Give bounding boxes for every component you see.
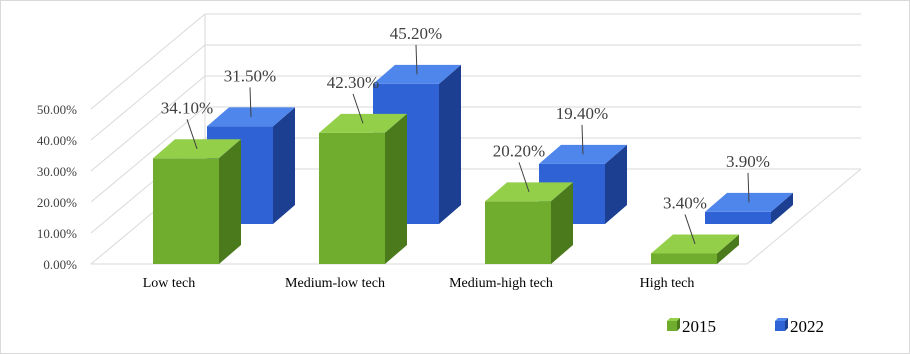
x-category-label: Medium-high tech bbox=[449, 276, 553, 291]
data-label-2015-leader bbox=[518, 162, 530, 193]
y-tick-label: 10.00% bbox=[37, 226, 77, 241]
bar-front bbox=[651, 253, 717, 264]
y-tick-label: 20.00% bbox=[37, 195, 77, 210]
data-label-2022: 3.90% bbox=[726, 152, 770, 171]
x-category-label: Low tech bbox=[143, 276, 195, 291]
data-label-2022-leader bbox=[747, 172, 750, 203]
data-label-2022-leader bbox=[415, 44, 418, 75]
data-label-2015: 3.40% bbox=[663, 193, 707, 212]
bar-side bbox=[385, 113, 407, 265]
gridline bbox=[90, 44, 861, 141]
x-category-label: Medium-low tech bbox=[285, 276, 385, 291]
legend-label: 2015 bbox=[682, 317, 716, 336]
y-tick-label: 40.00% bbox=[37, 133, 77, 148]
bar-side bbox=[439, 64, 461, 224]
bar-2015 bbox=[651, 234, 739, 264]
legend-swatch-side bbox=[677, 318, 680, 331]
bar-2015 bbox=[485, 182, 573, 264]
bar-2015 bbox=[153, 139, 241, 264]
bar-side bbox=[551, 182, 573, 264]
data-label-2015-leader bbox=[186, 119, 198, 149]
y-tick-label: 0.00% bbox=[43, 257, 77, 272]
bar-side bbox=[771, 192, 793, 224]
bar-front bbox=[485, 201, 551, 264]
data-label-2015: 42.30% bbox=[327, 73, 379, 92]
data-label-2015-leader bbox=[684, 214, 696, 245]
bar-side bbox=[219, 139, 241, 264]
data-label-2015-leader bbox=[352, 93, 364, 124]
data-label-2022: 31.50% bbox=[224, 66, 276, 85]
bar-front bbox=[153, 158, 219, 264]
y-tick-label: 30.00% bbox=[37, 164, 77, 179]
y-tick-label: 50.00% bbox=[37, 102, 77, 117]
legend-swatch-top bbox=[775, 318, 788, 321]
bar-side bbox=[273, 107, 295, 224]
bar-top bbox=[373, 64, 461, 84]
data-label-2022-leader bbox=[581, 124, 584, 155]
bar-2015 bbox=[319, 113, 407, 265]
legend-swatch-side bbox=[785, 318, 788, 331]
legend-swatch bbox=[775, 321, 785, 331]
bar-side bbox=[605, 144, 627, 224]
legend-swatch-top bbox=[667, 318, 680, 321]
legend: 2015 2022 bbox=[667, 317, 824, 336]
data-label-2015: 34.10% bbox=[161, 98, 213, 117]
x-category-label: High tech bbox=[640, 276, 695, 291]
bar-front bbox=[705, 211, 771, 224]
data-label-2022-leader bbox=[249, 87, 252, 117]
data-label-2015: 20.20% bbox=[493, 141, 545, 160]
legend-label: 2022 bbox=[790, 317, 824, 336]
gridline bbox=[90, 13, 861, 110]
legend-swatch bbox=[667, 321, 677, 331]
data-label-2022: 45.20% bbox=[390, 24, 442, 43]
floor-right-edge bbox=[746, 168, 862, 265]
bar-side bbox=[717, 234, 739, 264]
data-label-2022: 19.40% bbox=[556, 104, 608, 123]
bar-front bbox=[319, 132, 385, 264]
